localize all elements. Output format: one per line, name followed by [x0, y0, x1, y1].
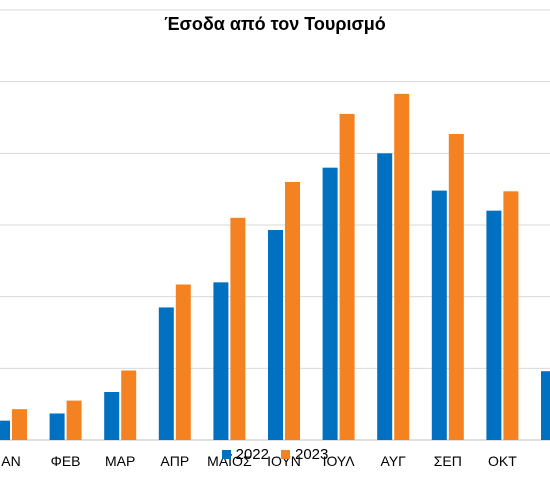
bar-2022-ΜΑΡ: [104, 391, 120, 440]
bar-2022-ΟΚΤ: [486, 210, 502, 440]
bar-2023-ΑΠΡ: [175, 284, 191, 440]
legend-item-2023: 2023: [281, 446, 328, 463]
bar-2022-ΜΑΪΟΣ: [213, 282, 229, 440]
bar-2023-ΟΚΤ: [503, 191, 519, 440]
x-tick-label: ΑΠΡ: [160, 453, 189, 469]
x-tick-label: ΦΕΒ: [51, 453, 81, 469]
bar-2023-ΜΑΪΟΣ: [230, 217, 246, 440]
bar-2023-ΜΑΡ: [121, 370, 137, 440]
x-tick-label: ΜΑΪΟΣ: [207, 453, 252, 469]
x-tick-label: ΑΥΓ: [381, 453, 407, 469]
x-tick-label: ΙΟΥΛ: [323, 453, 356, 469]
bar-2023-ΦΕΒ: [66, 400, 82, 440]
bar-2022-ΙΟΥΝ: [268, 230, 283, 440]
legend-swatch-2022: [221, 450, 231, 459]
bar-2023-ΙΟΥΛ: [339, 113, 355, 441]
bar-2022-ΦΕΒ: [49, 413, 65, 440]
bar-2022-ΑΠΡ: [158, 307, 174, 440]
bar-2023-ΑΥΓ: [394, 93, 410, 440]
bar-2022-ΝΟΕ: [541, 371, 550, 440]
legend: 2022 2023: [0, 446, 550, 463]
legend-item-2022: 2022: [221, 446, 269, 463]
bar-2023-ΙΑΝ: [12, 409, 27, 440]
chart-title: Έσοδα από τον Τουρισμό: [164, 14, 386, 34]
bar-2022-ΙΑΝ: [0, 420, 10, 440]
bar-2023-ΙΟΥΝ: [285, 182, 300, 440]
x-tick-label: ΙΟΥΝ: [267, 453, 301, 469]
bar-2022-ΙΟΥΛ: [322, 167, 338, 440]
legend-swatch-2023: [281, 450, 290, 459]
x-tick-label: ΣΕΠ: [434, 453, 462, 469]
legend-label-2023: 2023: [295, 446, 329, 463]
x-tick-label: ΟΚΤ: [488, 453, 517, 469]
x-tick-label: ΜΑΡ: [105, 453, 135, 469]
bar-2023-ΣΕΠ: [448, 133, 464, 440]
bar-2022-ΣΕΠ: [431, 190, 447, 440]
legend-label-2022: 2022: [235, 446, 269, 463]
x-tick-label: ΑΝ: [1, 453, 20, 469]
bar-2022-ΑΥΓ: [377, 153, 393, 441]
